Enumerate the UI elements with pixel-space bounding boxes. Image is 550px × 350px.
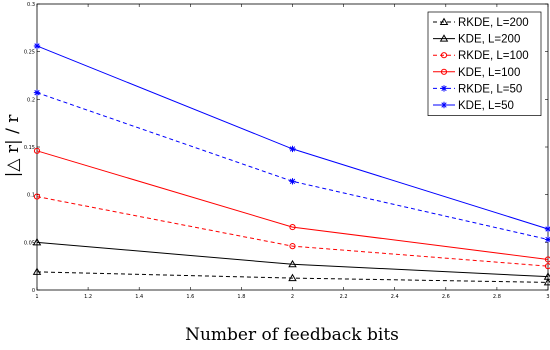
x-tick-label: 1 <box>35 294 38 300</box>
legend-label: RKDE, L=200 <box>458 17 529 29</box>
x-tick-label: 1.8 <box>237 294 245 300</box>
legend-box <box>427 11 542 116</box>
y-tick-label: 0.25 <box>24 50 35 56</box>
data-point <box>288 259 297 268</box>
y-tick-label: 0.05 <box>24 240 35 246</box>
legend-label: KDE, L=50 <box>458 100 514 112</box>
data-point <box>289 243 296 250</box>
x-tick-label: 2.4 <box>391 294 399 300</box>
legend: RKDE, L=200 KDE, L=200 RKDE, L=100 KDE, L=1… <box>427 11 542 116</box>
series-line <box>36 241 549 278</box>
legend-label: RKDE, L=100 <box>458 50 529 62</box>
data-point <box>544 225 550 233</box>
series-group <box>32 42 550 286</box>
series-0 <box>32 267 550 286</box>
legend-marker <box>440 85 448 92</box>
series-2 <box>33 193 550 270</box>
legend-marker <box>439 17 449 26</box>
data-point <box>544 256 550 263</box>
data-point <box>289 178 296 185</box>
data-point <box>544 236 550 243</box>
x-tick-label: 1.2 <box>84 294 92 300</box>
series-5 <box>33 42 550 233</box>
legend-marker <box>439 34 449 42</box>
x-tick-label: 2.8 <box>493 294 501 300</box>
data-point <box>289 145 296 153</box>
legend-marker <box>440 68 448 75</box>
x-tick-label: 2.2 <box>340 294 348 300</box>
x-tick-label: 1.4 <box>135 294 143 300</box>
series-line <box>36 271 549 283</box>
data-point <box>544 263 550 270</box>
data-point <box>32 237 42 246</box>
series-line <box>36 150 549 260</box>
y-tick-label: 0.1 <box>27 193 35 199</box>
x-tick-label: 1.6 <box>186 294 194 300</box>
data-point <box>288 273 297 282</box>
data-point <box>289 223 296 231</box>
legend-marker <box>440 101 448 109</box>
x-axis-label: Number of feedback bits <box>185 325 399 345</box>
data-point <box>32 267 42 275</box>
series-3 <box>33 147 550 263</box>
legend-label: KDE, L=100 <box>458 67 520 79</box>
data-point <box>33 147 41 154</box>
y-tick-label: 0.3 <box>27 2 35 8</box>
data-point <box>33 42 41 50</box>
legend-label: KDE, L=200 <box>458 34 520 46</box>
y-axis-label: |△ r| / r <box>3 114 23 178</box>
x-tick-label: 2 <box>291 294 294 300</box>
y-tick-label: 0.2 <box>27 97 35 103</box>
x-tick-label: 2.6 <box>442 294 450 300</box>
x-axis-ticks: 1 1.2 1.4 1.6 1.8 2 2.2 2.4 2.6 2.8 3 <box>35 4 550 300</box>
series-line <box>36 196 549 267</box>
y-tick-label: 0 <box>32 288 35 294</box>
series-4 <box>33 89 550 243</box>
data-point <box>33 89 41 96</box>
y-axis-ticks: 0 0.05 0.1 0.15 0.2 0.25 0.3 <box>24 2 548 294</box>
legend-marker <box>440 52 448 59</box>
legend-label: RKDE, L=50 <box>458 83 522 95</box>
x-tick-label: 3 <box>546 294 549 300</box>
data-point <box>33 193 41 200</box>
y-tick-label: 0.15 <box>24 145 35 151</box>
